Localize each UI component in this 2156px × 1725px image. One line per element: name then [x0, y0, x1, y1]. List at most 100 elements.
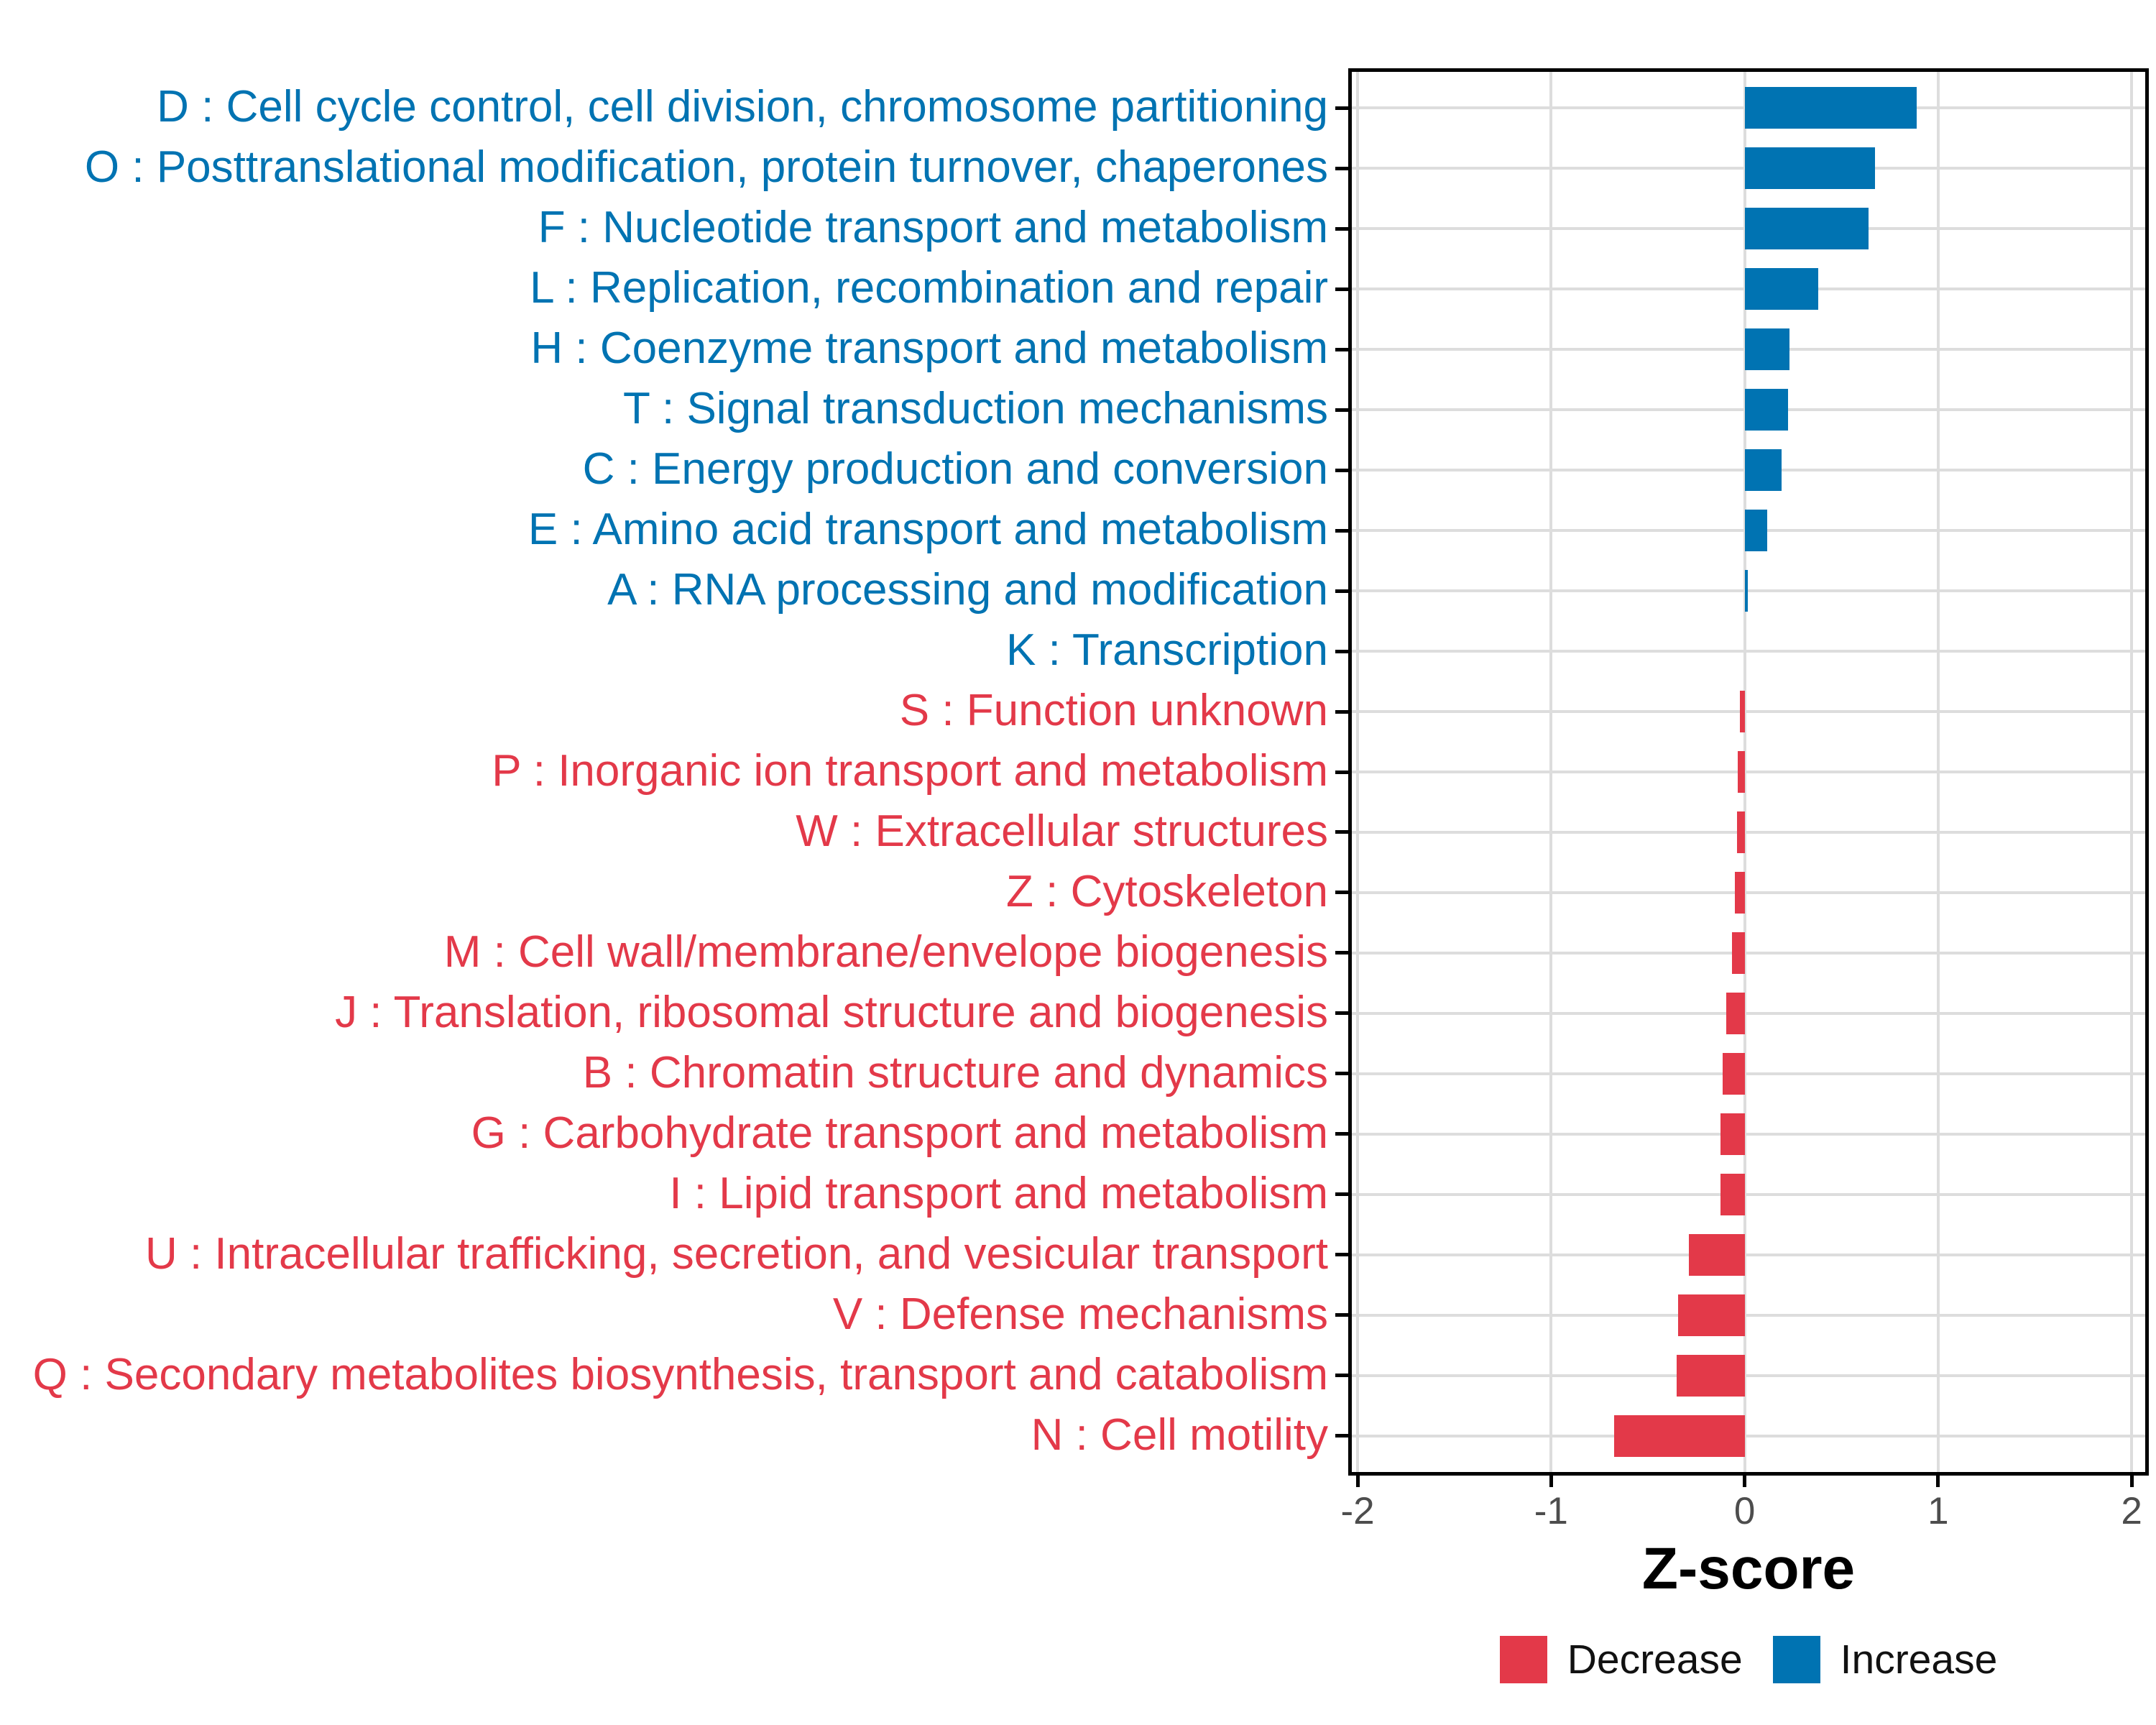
- y-tick: [1335, 1192, 1348, 1196]
- horizontal-gridline: [1352, 1374, 2145, 1377]
- x-axis-title: Z-score: [1641, 1536, 1856, 1601]
- bar-O: [1744, 147, 1876, 190]
- bar-Z: [1735, 871, 1745, 914]
- horizontal-gridline: [1352, 710, 2145, 714]
- horizontal-gridline: [1352, 830, 2145, 834]
- x-tick: [1743, 1476, 1747, 1487]
- x-tick-label: -1: [1534, 1490, 1568, 1532]
- horizontal-gridline: [1352, 1072, 2145, 1075]
- y-tick: [1335, 1253, 1348, 1256]
- y-tick: [1335, 1434, 1348, 1438]
- horizontal-gridline: [1352, 770, 2145, 773]
- y-tick: [1335, 891, 1348, 894]
- category-label: P : Inorganic ion transport and metaboli…: [492, 745, 1328, 796]
- y-tick: [1335, 348, 1348, 351]
- category-label: U : Intracellular trafficking, secretion…: [144, 1228, 1328, 1279]
- horizontal-gridline: [1352, 891, 2145, 894]
- y-tick: [1335, 650, 1348, 653]
- x-tick: [1549, 1476, 1553, 1487]
- x-tick: [2129, 1476, 2134, 1487]
- bar-J: [1726, 992, 1745, 1034]
- category-label: A : RNA processing and modification: [607, 564, 1328, 615]
- category-label: G : Carbohydrate transport and metabolis…: [471, 1108, 1328, 1158]
- legend-key-increase-swatch: [1772, 1636, 1820, 1683]
- legend-label-decrease: Decrease: [1567, 1637, 1743, 1683]
- bar-M: [1732, 932, 1745, 974]
- bar-T: [1744, 389, 1789, 431]
- y-tick: [1335, 1132, 1348, 1136]
- plot-panel: [1348, 68, 2149, 1476]
- horizontal-gridline: [1352, 589, 2145, 593]
- bar-D: [1744, 87, 1917, 129]
- bar-C: [1744, 449, 1782, 492]
- category-label: E : Amino acid transport and metabolism: [528, 504, 1328, 554]
- category-label: H : Coenzyme transport and metabolism: [530, 323, 1328, 373]
- bar-H: [1744, 328, 1789, 371]
- y-tick: [1335, 288, 1348, 291]
- category-label: T : Signal transduction mechanisms: [623, 383, 1328, 433]
- y-tick: [1335, 951, 1348, 954]
- legend-key-decrease-swatch: [1499, 1636, 1547, 1683]
- category-label: F : Nucleotide transport and metabolism: [538, 203, 1328, 253]
- y-tick: [1335, 1011, 1348, 1015]
- bar-A: [1744, 570, 1748, 612]
- category-label: N : Cell motility: [1031, 1409, 1328, 1460]
- bar-F: [1744, 208, 1869, 250]
- y-tick: [1335, 1072, 1348, 1075]
- bar-I: [1720, 1173, 1745, 1215]
- category-label: W : Extracellular structures: [796, 806, 1328, 856]
- horizontal-gridline: [1352, 1434, 2145, 1438]
- bar-L: [1744, 268, 1818, 310]
- bar-S: [1739, 691, 1745, 733]
- y-tick: [1335, 167, 1348, 170]
- bar-N: [1613, 1414, 1745, 1457]
- x-tick: [1936, 1476, 1940, 1487]
- legend-entry-increase: Increase: [1772, 1636, 1998, 1683]
- category-label: O : Posttranslational modification, prot…: [84, 142, 1328, 193]
- legend: Decrease Increase: [1352, 1636, 2145, 1683]
- horizontal-gridline: [1352, 650, 2145, 653]
- y-tick: [1335, 408, 1348, 412]
- horizontal-gridline: [1352, 1313, 2145, 1317]
- legend-label-increase: Increase: [1840, 1637, 1998, 1683]
- y-tick: [1335, 469, 1348, 472]
- horizontal-gridline: [1352, 1192, 2145, 1196]
- x-tick-label: 1: [1927, 1490, 1949, 1532]
- bar-W: [1736, 811, 1745, 853]
- category-label: V : Defense mechanisms: [832, 1289, 1328, 1339]
- category-label: C : Energy production and conversion: [582, 443, 1328, 494]
- y-tick: [1335, 529, 1348, 533]
- y-tick: [1335, 589, 1348, 593]
- y-tick: [1335, 227, 1348, 231]
- horizontal-gridline: [1352, 951, 2145, 954]
- bar-E: [1744, 510, 1767, 552]
- category-label: Z : Cytoskeleton: [1006, 866, 1328, 916]
- y-tick: [1335, 106, 1348, 110]
- category-label: L : Replication, recombination and repai…: [530, 263, 1328, 313]
- y-tick: [1335, 1313, 1348, 1317]
- category-label: S : Function unknown: [899, 685, 1328, 735]
- y-tick: [1335, 710, 1348, 714]
- x-tick-label: 2: [2121, 1490, 2142, 1532]
- category-label: D : Cell cycle control, cell division, c…: [157, 82, 1328, 132]
- y-tick: [1335, 830, 1348, 834]
- bar-U: [1688, 1233, 1745, 1276]
- bar-Q: [1677, 1354, 1745, 1397]
- category-label: K : Transcription: [1006, 625, 1328, 675]
- bar-G: [1720, 1113, 1745, 1155]
- bar-P: [1738, 751, 1745, 793]
- y-tick: [1335, 1374, 1348, 1377]
- horizontal-gridline: [1352, 1253, 2145, 1256]
- bar-B: [1722, 1052, 1745, 1095]
- horizontal-gridline: [1352, 1132, 2145, 1136]
- x-tick: [1355, 1476, 1360, 1487]
- category-label: J : Translation, ribosomal structure and…: [335, 987, 1328, 1037]
- category-label: B : Chromatin structure and dynamics: [582, 1047, 1328, 1098]
- horizontal-gridline: [1352, 1011, 2145, 1015]
- legend-entry-decrease: Decrease: [1499, 1636, 1743, 1683]
- x-tick-label: -2: [1340, 1490, 1375, 1532]
- category-label: I : Lipid transport and metabolism: [669, 1168, 1328, 1218]
- category-label: M : Cell wall/membrane/envelope biogenes…: [443, 926, 1328, 977]
- x-tick-label: 0: [1733, 1490, 1756, 1532]
- y-tick: [1335, 770, 1348, 774]
